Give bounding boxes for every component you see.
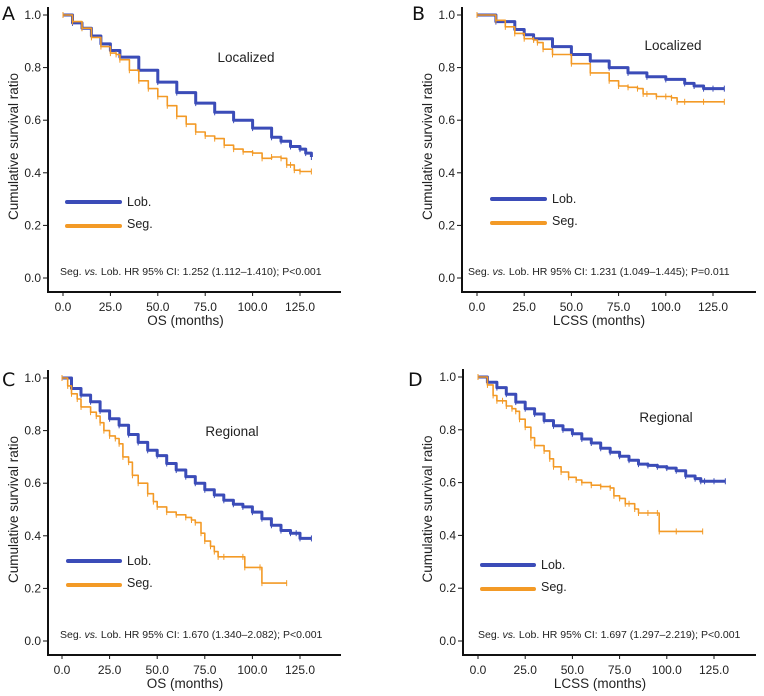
- curve-seg: [62, 377, 287, 584]
- annot-part: Lob. HR 95% CI: 1.231 (1.049–1.445); P=0…: [506, 266, 730, 278]
- y-tick-label: 0.0: [24, 271, 41, 285]
- x-tick-label: 125.0: [698, 300, 728, 314]
- y-axis-title: Cumulative survival ratio: [6, 436, 21, 583]
- x-tick-label: 25.0: [514, 663, 538, 677]
- y-tick-label: 0.8: [24, 424, 41, 438]
- curve-lob: [63, 13, 313, 157]
- x-axis-title: LCSS (months): [554, 676, 646, 691]
- panel-letter: B: [412, 3, 425, 25]
- panel-d: D 0.0 0.2 0.4 0.6 0.8 1.0 0.0 25.0 50.0 75.0 100.0 1…: [408, 369, 756, 691]
- legend-label-seg: Seg.: [127, 576, 153, 590]
- panel-c: C 0.0 0.2 0.4 0.6 0.8 1.0 0.0 25.0 50.0 75.0 100.0 1…: [2, 369, 341, 691]
- y-tick-label: 1.0: [24, 8, 41, 22]
- hazard-ratio-annotation: Seg. vs. Lob. HR 95% CI: 1.252 (1.112–1.…: [60, 266, 322, 278]
- y-tick-label: 0.8: [438, 61, 455, 75]
- y-tick-label: 0.4: [438, 166, 455, 180]
- x-axis-title: OS (months): [147, 676, 224, 691]
- x-tick-label: 25.0: [513, 300, 537, 314]
- y-tick-label: 0.8: [439, 423, 456, 437]
- curve-seg: [478, 376, 703, 533]
- annot-part: Seg.: [60, 629, 85, 641]
- annot-italic: vs.: [493, 266, 506, 278]
- y-tick-label: 1.0: [24, 371, 41, 385]
- x-tick-label: 125.0: [699, 663, 729, 677]
- curve-lob: [478, 375, 726, 483]
- y-axis-title: Cumulative survival ratio: [6, 73, 21, 220]
- legend-label-seg: Seg.: [127, 217, 153, 231]
- annot-italic: vs.: [85, 629, 98, 641]
- legend-label-lob: Lob.: [127, 195, 151, 209]
- y-tick-label: 0.2: [439, 581, 456, 595]
- annot-part: Lob. HR 95% CI: 1.697 (1.297–2.219); P<0…: [516, 629, 741, 641]
- y-tick-label: 0.4: [439, 528, 456, 542]
- annot-part: Seg.: [468, 266, 493, 278]
- y-tick-label: 0.2: [438, 218, 455, 232]
- y-tick-label: 0.6: [438, 113, 455, 127]
- x-tick-label: 50.0: [560, 300, 584, 314]
- panel-subtitle: Regional: [639, 410, 692, 425]
- y-tick-label: 0.2: [24, 581, 41, 595]
- panel-subtitle: Localized: [217, 50, 274, 65]
- y-axis-title: Cumulative survival ratio: [420, 73, 435, 220]
- x-tick-label: 100.0: [651, 300, 681, 314]
- legend-label-seg: Seg.: [541, 580, 567, 594]
- x-tick-label: 75.0: [194, 300, 218, 314]
- x-tick-label: 75.0: [608, 663, 632, 677]
- annot-part: Seg.: [478, 629, 503, 641]
- panel-letter: A: [2, 3, 15, 25]
- hazard-ratio-annotation: Seg. vs. Lob. HR 95% CI: 1.231 (1.049–1.…: [468, 266, 730, 278]
- y-tick-label: 0.4: [24, 166, 41, 180]
- annot-part: Lob. HR 95% CI: 1.252 (1.112–1.410); P<0…: [98, 266, 322, 278]
- curve-seg: [477, 14, 725, 103]
- y-tick-label: 0.0: [439, 634, 456, 648]
- y-tick-label: 0.8: [24, 61, 41, 75]
- x-tick-label: 0.0: [54, 663, 71, 677]
- y-tick-label: 1.0: [438, 8, 455, 22]
- annot-italic: vs.: [85, 266, 98, 278]
- x-axis-title: OS (months): [147, 313, 224, 328]
- x-tick-label: 0.0: [469, 300, 486, 314]
- x-tick-label: 50.0: [146, 663, 170, 677]
- panel-subtitle: Regional: [205, 424, 258, 439]
- y-tick-label: 0.6: [24, 476, 41, 490]
- panel-a: A 0.0 0.2 0.4 0.6 0.8 1.0 0.0 25.0 50.0 75.0 100.0 1…: [2, 3, 341, 328]
- annot-italic: vs.: [503, 629, 516, 641]
- x-tick-label: 75.0: [193, 663, 217, 677]
- legend-label-lob: Lob.: [541, 558, 565, 572]
- x-tick-label: 50.0: [561, 663, 585, 677]
- panel-letter: D: [408, 369, 423, 391]
- legend-label-seg: Seg.: [552, 214, 578, 228]
- y-tick-label: 0.4: [24, 529, 41, 543]
- curve-lob: [62, 376, 312, 540]
- y-tick-label: 0.0: [24, 634, 41, 648]
- hazard-ratio-annotation: Seg. vs. Lob. HR 95% CI: 1.697 (1.297–2.…: [478, 629, 741, 641]
- legend-label-lob: Lob.: [127, 554, 151, 568]
- legend-label-lob: Lob.: [552, 192, 576, 206]
- x-tick-label: 100.0: [237, 663, 267, 677]
- y-tick-label: 1.0: [439, 370, 456, 384]
- y-tick-label: 0.6: [439, 476, 456, 490]
- x-tick-label: 75.0: [607, 300, 631, 314]
- y-tick-label: 0.2: [24, 218, 41, 232]
- y-axis-title: Cumulative survival ratio: [420, 435, 435, 582]
- x-tick-label: 100.0: [652, 663, 682, 677]
- y-tick-label: 0.6: [24, 113, 41, 127]
- x-tick-label: 25.0: [98, 663, 122, 677]
- panel-letter: C: [2, 369, 15, 391]
- hazard-ratio-annotation: Seg. vs. Lob. HR 95% CI: 1.670 (1.340–2.…: [60, 629, 323, 641]
- panel-b: B 0.0 0.2 0.4 0.6 0.8 1.0 0.0 25.0 50.0 75.0 100.0 1…: [412, 3, 756, 328]
- annot-part: Seg.: [60, 266, 85, 278]
- annot-part: Lob. HR 95% CI: 1.670 (1.340–2.082); P<0…: [98, 629, 323, 641]
- x-tick-label: 125.0: [285, 663, 315, 677]
- x-axis-title: LCSS (months): [553, 313, 645, 328]
- panel-subtitle: Localized: [644, 38, 701, 53]
- x-tick-label: 0.0: [470, 663, 487, 677]
- x-tick-label: 0.0: [55, 300, 72, 314]
- x-tick-label: 125.0: [285, 300, 315, 314]
- x-tick-label: 100.0: [238, 300, 268, 314]
- y-tick-label: 0.0: [438, 271, 455, 285]
- x-tick-label: 50.0: [146, 300, 170, 314]
- x-tick-label: 25.0: [99, 300, 123, 314]
